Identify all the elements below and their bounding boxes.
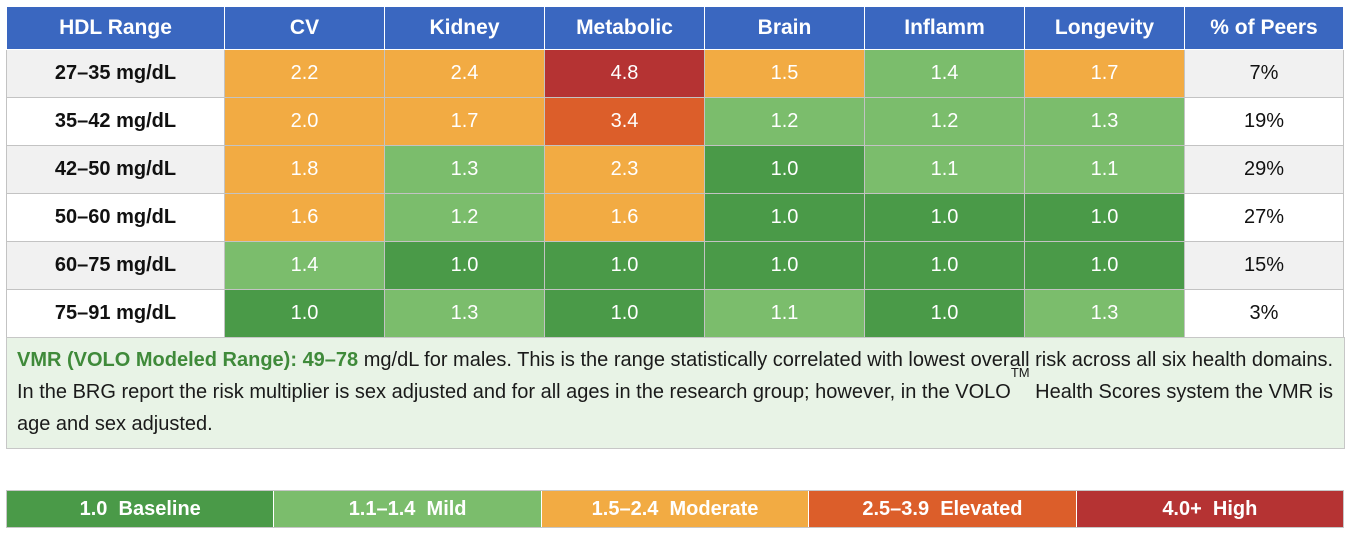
- table-row: 42–50 mg/dL 1.8 1.3 2.3 1.0 1.1 1.1 29%: [6, 145, 1344, 194]
- risk-cell-longevity: 1.1: [1024, 145, 1185, 194]
- peers-percent-cell: 19%: [1184, 97, 1344, 146]
- risk-table-container: HDL Range CV Kidney Metabolic Brain Inflamm Lo…: [6, 6, 1344, 338]
- vmr-text-2: Health Scores system the VMR is age and …: [17, 381, 1334, 435]
- risk-cell-brain: 1.1: [704, 289, 865, 338]
- risk-cell-kidney: 1.2: [384, 193, 545, 242]
- risk-cell-brain: 1.0: [704, 145, 865, 194]
- table-header-row: HDL Range CV Kidney Metabolic Brain Inflamm Lo…: [6, 6, 1344, 50]
- legend-item-mild: 1.1–1.4 Mild: [274, 491, 542, 527]
- risk-cell-inflamm: 1.4: [864, 49, 1025, 98]
- risk-cell-brain: 1.5: [704, 49, 865, 98]
- risk-cell-inflamm: 1.0: [864, 241, 1025, 290]
- vmr-text-1: mg/dL for males. This is the range stati…: [17, 349, 1334, 403]
- peers-percent-cell: 27%: [1184, 193, 1344, 242]
- hdl-range-cell: 60–75 mg/dL: [6, 241, 225, 290]
- risk-cell-metabolic: 4.8: [544, 49, 705, 98]
- legend-item-baseline: 1.0 Baseline: [7, 491, 275, 527]
- peers-percent-cell: 29%: [1184, 145, 1344, 194]
- table-row: 35–42 mg/dL 2.0 1.7 3.4 1.2 1.2 1.3 19%: [6, 97, 1344, 146]
- vmr-label: VMR (VOLO Modeled Range):: [17, 349, 297, 371]
- hdl-range-cell: 35–42 mg/dL: [6, 97, 225, 146]
- risk-cell-longevity: 1.7: [1024, 49, 1185, 98]
- risk-cell-inflamm: 1.1: [864, 145, 1025, 194]
- risk-cell-brain: 1.0: [704, 241, 865, 290]
- column-header-hdl-range: HDL Range: [6, 6, 225, 50]
- hdl-range-cell: 75–91 mg/dL: [6, 289, 225, 338]
- peers-percent-cell: 3%: [1184, 289, 1344, 338]
- risk-cell-kidney: 1.7: [384, 97, 545, 146]
- risk-cell-cv: 1.4: [224, 241, 385, 290]
- risk-cell-metabolic: 1.0: [544, 241, 705, 290]
- risk-cell-longevity: 1.3: [1024, 97, 1185, 146]
- risk-cell-cv: 1.0: [224, 289, 385, 338]
- table-body: 27–35 mg/dL 2.2 2.4 4.8 1.5 1.4 1.7 7% 35–42 mg/…: [6, 49, 1344, 338]
- risk-table: HDL Range CV Kidney Metabolic Brain Inflamm Lo…: [6, 6, 1344, 338]
- column-header-brain: Brain: [704, 6, 865, 50]
- risk-cell-metabolic: 2.3: [544, 145, 705, 194]
- table-row: 27–35 mg/dL 2.2 2.4 4.8 1.5 1.4 1.7 7%: [6, 49, 1344, 98]
- column-header--of-peers: % of Peers: [1184, 6, 1344, 50]
- column-header-metabolic: Metabolic: [544, 6, 705, 50]
- risk-cell-brain: 1.0: [704, 193, 865, 242]
- risk-cell-metabolic: 1.6: [544, 193, 705, 242]
- vmr-note: VMR (VOLO Modeled Range): 49–78 mg/dL fo…: [6, 337, 1345, 449]
- risk-cell-kidney: 1.3: [384, 289, 545, 338]
- hdl-range-cell: 50–60 mg/dL: [6, 193, 225, 242]
- risk-cell-kidney: 1.0: [384, 241, 545, 290]
- trademark-mark: TM: [1010, 365, 1030, 380]
- risk-cell-kidney: 1.3: [384, 145, 545, 194]
- color-legend: 1.0 Baseline 1.1–1.4 Mild 1.5–2.4 Moderate…: [6, 490, 1344, 528]
- risk-cell-cv: 2.2: [224, 49, 385, 98]
- risk-cell-metabolic: 1.0: [544, 289, 705, 338]
- risk-cell-longevity: 1.3: [1024, 289, 1185, 338]
- risk-cell-brain: 1.2: [704, 97, 865, 146]
- hdl-range-cell: 27–35 mg/dL: [6, 49, 225, 98]
- risk-cell-inflamm: 1.0: [864, 193, 1025, 242]
- peers-percent-cell: 15%: [1184, 241, 1344, 290]
- column-header-longevity: Longevity: [1024, 6, 1185, 50]
- vmr-range: 49–78: [302, 349, 359, 371]
- table-row: 50–60 mg/dL 1.6 1.2 1.6 1.0 1.0 1.0 27%: [6, 193, 1344, 242]
- column-header-cv: CV: [224, 6, 385, 50]
- risk-cell-longevity: 1.0: [1024, 193, 1185, 242]
- legend-item-high: 4.0+ High: [1076, 491, 1344, 527]
- risk-cell-kidney: 2.4: [384, 49, 545, 98]
- risk-cell-cv: 2.0: [224, 97, 385, 146]
- peers-percent-cell: 7%: [1184, 49, 1344, 98]
- hdl-range-cell: 42–50 mg/dL: [6, 145, 225, 194]
- legend-item-moderate: 1.5–2.4 Moderate: [541, 491, 810, 527]
- risk-cell-inflamm: 1.2: [864, 97, 1025, 146]
- legend-item-elevated: 2.5–3.9 Elevated: [809, 491, 1077, 527]
- column-header-inflamm: Inflamm: [864, 6, 1025, 50]
- risk-cell-longevity: 1.0: [1024, 241, 1185, 290]
- table-row: 60–75 mg/dL 1.4 1.0 1.0 1.0 1.0 1.0 15%: [6, 241, 1344, 290]
- risk-cell-cv: 1.6: [224, 193, 385, 242]
- risk-cell-inflamm: 1.0: [864, 289, 1025, 338]
- risk-cell-metabolic: 3.4: [544, 97, 705, 146]
- table-row: 75–91 mg/dL 1.0 1.3 1.0 1.1 1.0 1.3 3%: [6, 289, 1344, 338]
- risk-cell-cv: 1.8: [224, 145, 385, 194]
- column-header-kidney: Kidney: [384, 6, 545, 50]
